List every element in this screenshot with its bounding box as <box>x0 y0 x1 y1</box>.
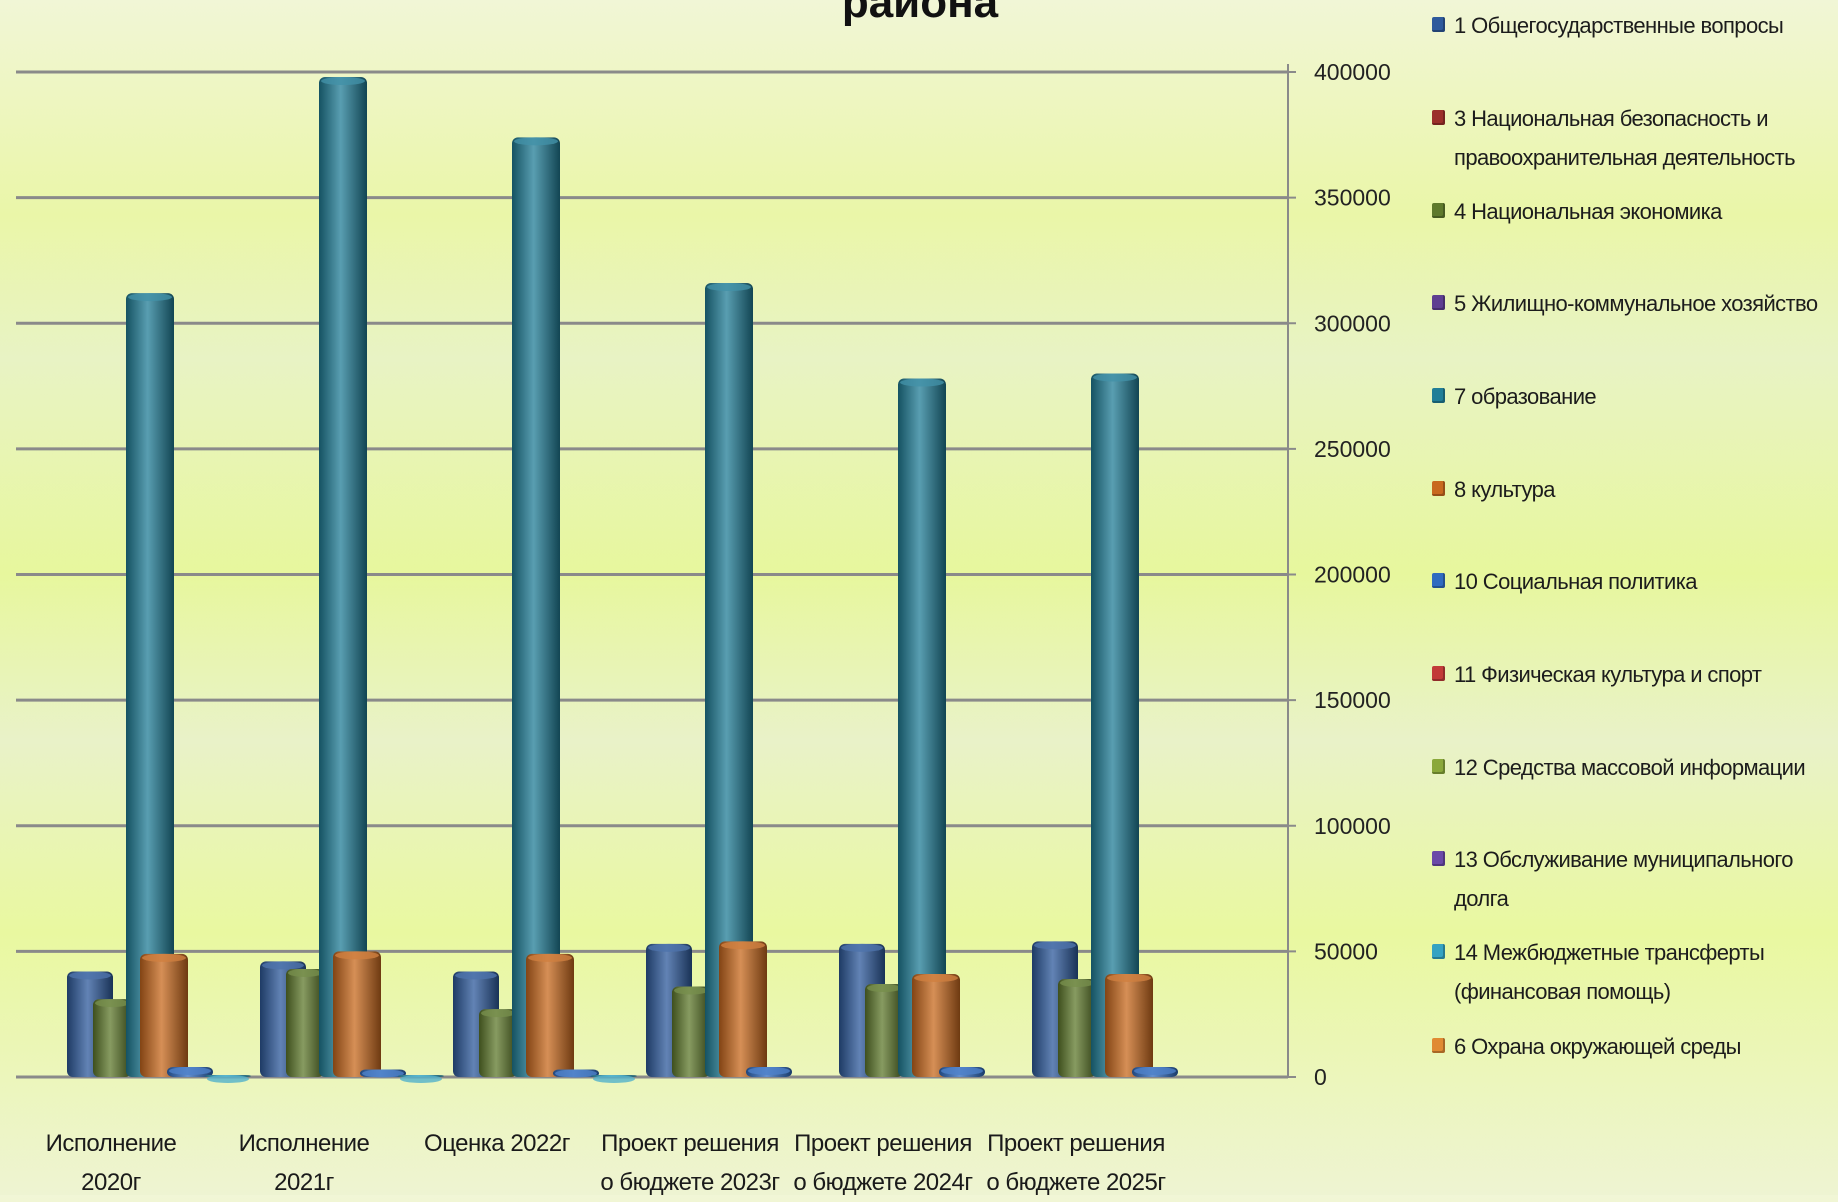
legend-label: 11 Физическая культура и спорт <box>1454 662 1762 687</box>
legend-swatch <box>1432 573 1445 588</box>
legend-label: 8 культура <box>1454 477 1555 502</box>
bar-7-6 <box>1132 1066 1178 1077</box>
bar-3-6 <box>1058 979 1096 1077</box>
legend-label: 5 Жилищно-коммунальное хозяйство <box>1454 291 1818 316</box>
bar-5-5 <box>898 378 946 1077</box>
x-tick-label: Исполнение 2020г <box>45 1130 177 1196</box>
bar-11-3 <box>591 1074 637 1083</box>
y-tick-label: 100000 <box>1314 813 1391 839</box>
legend-swatch <box>1432 17 1445 32</box>
bar-7-2 <box>360 1069 406 1078</box>
legend-swatch <box>1432 203 1445 218</box>
legend-label: 10 Социальная политика <box>1454 569 1697 594</box>
bar-5-4 <box>705 283 753 1077</box>
x-tick-label: Проект решения о бюджете 2025г <box>986 1130 1166 1196</box>
legend-swatch <box>1432 481 1445 496</box>
y-tick-label: 300000 <box>1314 310 1391 336</box>
y-tick-label: 150000 <box>1314 687 1391 713</box>
legend-swatch <box>1432 388 1445 403</box>
x-tick-label: Проект решения о бюджете 2024г <box>793 1130 973 1196</box>
bar-6-6 <box>1105 973 1153 1077</box>
legend-swatch <box>1432 295 1445 310</box>
x-tick-label: Проект решения о бюджете 2023г <box>600 1130 780 1196</box>
bar-3-1 <box>93 999 131 1077</box>
bar-7-5 <box>939 1066 985 1077</box>
bar-5-2 <box>319 77 367 1077</box>
bar-11-2 <box>398 1074 444 1083</box>
legend-label: 12 Средства массовой информации <box>1454 755 1806 780</box>
legend-swatch <box>1432 851 1445 866</box>
y-tick-label: 0 <box>1314 1064 1327 1090</box>
legend-label: 3 Национальная безопасность и правоохран… <box>1454 106 1796 170</box>
y-tick-label: 50000 <box>1314 938 1378 964</box>
y-tick-label: 250000 <box>1314 436 1391 462</box>
bar-6-5 <box>912 973 960 1077</box>
bar-11-1 <box>205 1074 251 1083</box>
legend-label: 7 образование <box>1454 384 1597 409</box>
legend-swatch <box>1432 1038 1445 1053</box>
bar-6-2 <box>333 951 381 1077</box>
legend-swatch <box>1432 759 1445 774</box>
legend-label: 4 Национальная экономика <box>1454 199 1722 224</box>
legend-swatch <box>1432 944 1445 959</box>
legend-swatch <box>1432 110 1445 125</box>
bar-7-4 <box>746 1066 792 1077</box>
bar-6-4 <box>719 941 767 1077</box>
bar-3-3 <box>479 1009 517 1077</box>
bar-5-1 <box>126 293 174 1078</box>
bar-3-2 <box>286 968 324 1077</box>
x-tick-label: Оценка 2022г <box>424 1130 570 1157</box>
legend-label: 6 Охрана окружающей среды <box>1454 1034 1741 1059</box>
bar-7-3 <box>553 1069 599 1078</box>
bar-5-6 <box>1091 373 1139 1077</box>
y-tick-label: 400000 <box>1314 59 1391 85</box>
chart-title: района <box>841 0 999 27</box>
bar-3-5 <box>865 984 903 1077</box>
y-tick-label: 350000 <box>1314 185 1391 211</box>
bar-6-3 <box>526 953 574 1077</box>
bar-5-3 <box>512 137 560 1077</box>
bar-3-4 <box>672 986 710 1077</box>
legend-swatch <box>1432 666 1445 681</box>
x-tick-label: Исполнение 2021г <box>238 1130 370 1196</box>
bar-7-1 <box>167 1066 213 1077</box>
bar-6-1 <box>140 953 188 1077</box>
y-tick-label: 200000 <box>1314 562 1391 588</box>
legend-label: 14 Межбюджетные трансферты (финансовая п… <box>1454 940 1765 1004</box>
legend-label: 1 Общегосударственные вопросы <box>1454 13 1784 38</box>
legend-label: 13 Обслуживание муниципального долга <box>1454 847 1794 911</box>
